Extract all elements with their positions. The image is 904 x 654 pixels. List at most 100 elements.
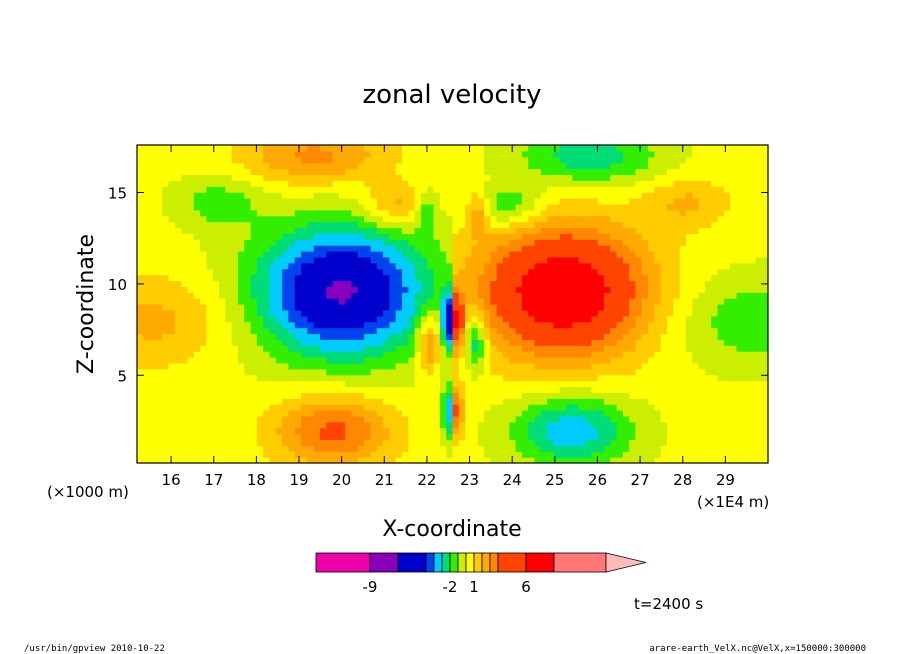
heatmap-cell bbox=[237, 415, 245, 423]
heatmap-cell bbox=[137, 227, 144, 234]
heatmap-cell bbox=[244, 233, 252, 240]
heatmap-cell bbox=[761, 292, 768, 299]
heatmap-cell bbox=[648, 410, 656, 417]
heatmap-cell bbox=[509, 251, 517, 258]
heatmap-cell bbox=[635, 333, 643, 340]
heatmap-cell bbox=[660, 457, 668, 463]
heatmap-cell bbox=[206, 304, 214, 311]
heatmap-cell bbox=[155, 186, 163, 193]
heatmap-cell bbox=[717, 180, 725, 187]
heatmap-cell bbox=[679, 445, 687, 452]
heatmap-cell bbox=[641, 209, 649, 217]
heatmap-cell bbox=[698, 380, 706, 388]
heatmap-cell bbox=[250, 286, 258, 293]
heatmap-cell bbox=[345, 292, 353, 299]
heatmap-cell bbox=[332, 339, 340, 346]
heatmap-cell bbox=[420, 245, 428, 252]
heatmap-cell bbox=[263, 362, 271, 370]
heatmap-cell bbox=[338, 203, 346, 211]
heatmap-cell bbox=[263, 333, 271, 340]
heatmap-cell bbox=[610, 268, 618, 276]
heatmap-cell bbox=[749, 362, 756, 370]
heatmap-cell bbox=[452, 357, 460, 364]
heatmap-cell bbox=[294, 457, 302, 463]
heatmap-cell bbox=[553, 351, 561, 358]
heatmap-cell bbox=[591, 333, 599, 340]
heatmap-cell bbox=[547, 415, 555, 423]
heatmap-cell bbox=[319, 215, 327, 223]
heatmap-cell bbox=[402, 174, 409, 181]
heatmap-cell bbox=[540, 233, 548, 240]
heatmap-cell bbox=[237, 192, 245, 199]
heatmap-cell bbox=[452, 280, 460, 287]
heatmap-cell bbox=[711, 186, 719, 193]
heatmap-cell bbox=[717, 427, 725, 435]
heatmap-cell bbox=[395, 410, 403, 417]
heatmap-cell bbox=[559, 304, 567, 311]
heatmap-cell bbox=[313, 215, 321, 223]
heatmap-cell bbox=[446, 339, 454, 346]
heatmap-cell bbox=[389, 398, 397, 405]
heatmap-cell bbox=[755, 256, 763, 264]
heatmap-cell bbox=[635, 380, 643, 388]
heatmap-cell bbox=[622, 274, 630, 282]
heatmap-cell bbox=[528, 309, 536, 317]
heatmap-cell bbox=[534, 292, 542, 299]
heatmap-cell bbox=[155, 221, 163, 229]
heatmap-cell bbox=[383, 357, 390, 364]
heatmap-cell bbox=[553, 339, 561, 346]
heatmap-cell bbox=[256, 368, 264, 376]
heatmap-cell bbox=[244, 362, 252, 370]
heatmap-cell bbox=[357, 410, 365, 417]
heatmap-cell bbox=[490, 362, 498, 370]
heatmap-cell bbox=[540, 427, 548, 435]
heatmap-cell bbox=[458, 221, 466, 229]
heatmap-cell bbox=[332, 445, 340, 452]
heatmap-cell bbox=[414, 398, 422, 405]
heatmap-cell bbox=[465, 180, 473, 187]
heatmap-cell bbox=[414, 386, 422, 393]
heatmap-cell bbox=[490, 309, 498, 317]
heatmap-cell bbox=[155, 439, 163, 446]
heatmap-cell bbox=[730, 292, 738, 299]
heatmap-cell bbox=[685, 339, 693, 346]
heatmap-cell bbox=[427, 410, 435, 417]
heatmap-cell bbox=[370, 345, 378, 352]
heatmap-cell bbox=[528, 245, 536, 252]
heatmap-cell bbox=[263, 286, 271, 293]
heatmap-cell bbox=[730, 433, 738, 441]
heatmap-cell bbox=[307, 386, 315, 393]
heatmap-cell bbox=[282, 227, 290, 234]
heatmap-cell bbox=[749, 427, 756, 435]
heatmap-cell bbox=[566, 215, 573, 223]
heatmap-cell bbox=[364, 339, 372, 346]
heatmap-cell bbox=[692, 321, 700, 329]
heatmap-cell bbox=[282, 415, 290, 423]
heatmap-cell bbox=[288, 174, 296, 181]
heatmap-cell bbox=[439, 439, 447, 446]
heatmap-cell bbox=[219, 410, 226, 417]
heatmap-cell bbox=[389, 286, 397, 293]
heatmap-cell bbox=[294, 256, 302, 264]
heatmap-cell bbox=[351, 392, 359, 399]
heatmap-cell bbox=[357, 168, 365, 176]
heatmap-cell bbox=[439, 203, 447, 211]
heatmap-cell bbox=[275, 233, 283, 240]
heatmap-cell bbox=[698, 392, 706, 399]
heatmap-cell bbox=[439, 445, 447, 452]
heatmap-cell bbox=[345, 321, 353, 329]
heatmap-cell bbox=[294, 327, 302, 335]
heatmap-cell bbox=[288, 215, 296, 223]
heatmap-cell bbox=[168, 268, 176, 276]
heatmap-cell bbox=[591, 321, 599, 329]
heatmap-cell bbox=[427, 327, 435, 335]
heatmap-cell bbox=[578, 339, 586, 346]
heatmap-cell bbox=[534, 192, 542, 199]
heatmap-cell bbox=[193, 239, 201, 246]
heatmap-cell bbox=[237, 433, 245, 441]
heatmap-cell bbox=[534, 268, 542, 276]
heatmap-cell bbox=[332, 327, 340, 335]
heatmap-cell bbox=[351, 209, 359, 217]
heatmap-cell bbox=[219, 345, 226, 352]
heatmap-cell bbox=[578, 209, 586, 217]
